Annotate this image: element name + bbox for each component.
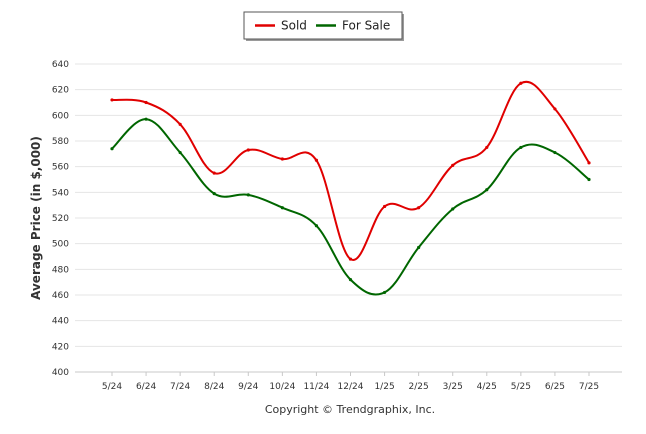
data-point-sold	[587, 161, 591, 165]
x-tick-label: 7/25	[579, 382, 599, 392]
x-tick-label: 5/25	[511, 382, 531, 392]
x-tick-label: 5/24	[102, 382, 122, 392]
y-tick-label: 480	[52, 265, 69, 275]
series-line-for-sale	[111, 118, 590, 296]
grid-layer	[75, 63, 622, 347]
data-point-for-sale	[314, 224, 319, 228]
data-point-sold	[553, 107, 557, 111]
data-point-for-sale	[246, 193, 250, 197]
copyright-text: Copyright © Trendgraphix, Inc.	[265, 403, 435, 416]
x-tick-labels: 5/24 6/24 7/24 8/24 9/24 10/24 11/24 12/24 1/25 2…	[102, 372, 599, 392]
data-point-sold	[144, 100, 148, 105]
x-tick-label: 12/24	[338, 382, 364, 392]
legend: Sold For Sale	[243, 11, 404, 41]
x-tick-label: 10/24	[269, 382, 295, 392]
x-tick-label: 8/24	[204, 382, 224, 392]
y-tick-label: 460	[52, 291, 69, 301]
data-point-sold	[178, 122, 182, 126]
data-point-for-sale	[280, 206, 284, 210]
y-tick-labels: 400 420 440 460 480 500 520 540 560 580 600 620 640	[52, 60, 69, 378]
y-tick-label: 440	[52, 317, 69, 327]
data-point-for-sale	[451, 207, 455, 211]
x-tick-label: 6/25	[545, 382, 565, 392]
data-point-for-sale	[348, 278, 353, 282]
data-point-sold	[417, 206, 421, 210]
y-tick-label: 620	[52, 86, 69, 96]
x-tick-label: 2/25	[409, 382, 429, 392]
data-point-for-sale	[178, 150, 182, 155]
y-tick-label: 400	[52, 368, 69, 378]
data-point-for-sale	[587, 177, 591, 182]
data-point-sold	[485, 145, 489, 150]
data-point-sold	[110, 98, 114, 102]
data-point-sold	[212, 171, 216, 175]
data-point-for-sale	[110, 147, 114, 151]
data-point-for-sale	[212, 192, 216, 196]
x-tick-label: 1/25	[374, 382, 394, 392]
x-tick-label: 9/24	[238, 382, 258, 392]
y-tick-label: 500	[52, 240, 69, 250]
y-tick-label: 560	[52, 163, 69, 173]
series-layer	[110, 80, 591, 296]
y-tick-label: 600	[52, 111, 69, 121]
data-point-for-sale	[144, 117, 148, 121]
data-point-for-sale	[519, 145, 523, 150]
x-tick-label: 7/24	[170, 382, 190, 392]
x-tick-label: 11/24	[303, 382, 329, 392]
y-tick-label: 580	[52, 137, 69, 147]
x-tick-label: 6/24	[136, 382, 156, 392]
data-point-sold	[519, 81, 523, 85]
x-tick-label: 3/25	[443, 382, 463, 392]
y-tick-label: 640	[52, 60, 69, 70]
legend-items: Sold For Sale	[255, 19, 390, 33]
series-line-sold	[111, 80, 590, 261]
data-point-for-sale	[485, 188, 489, 192]
y-axis-title: Average Price (in $,000)	[29, 136, 43, 300]
data-point-for-sale	[417, 245, 421, 250]
data-point-for-sale	[553, 150, 557, 155]
y-tick-label: 420	[52, 342, 69, 352]
y-tick-label: 540	[52, 188, 69, 198]
legend-label-sold: Sold	[281, 19, 307, 33]
y-tick-label: 520	[52, 214, 69, 224]
data-point-for-sale	[382, 290, 387, 295]
data-point-sold	[348, 257, 353, 261]
legend-label-for-sale: For Sale	[342, 19, 390, 33]
data-point-sold	[280, 157, 284, 161]
x-tick-label: 4/25	[477, 382, 497, 392]
data-point-sold	[246, 148, 250, 152]
data-point-sold	[382, 204, 387, 209]
data-point-sold	[451, 163, 455, 167]
data-point-sold	[314, 158, 319, 162]
